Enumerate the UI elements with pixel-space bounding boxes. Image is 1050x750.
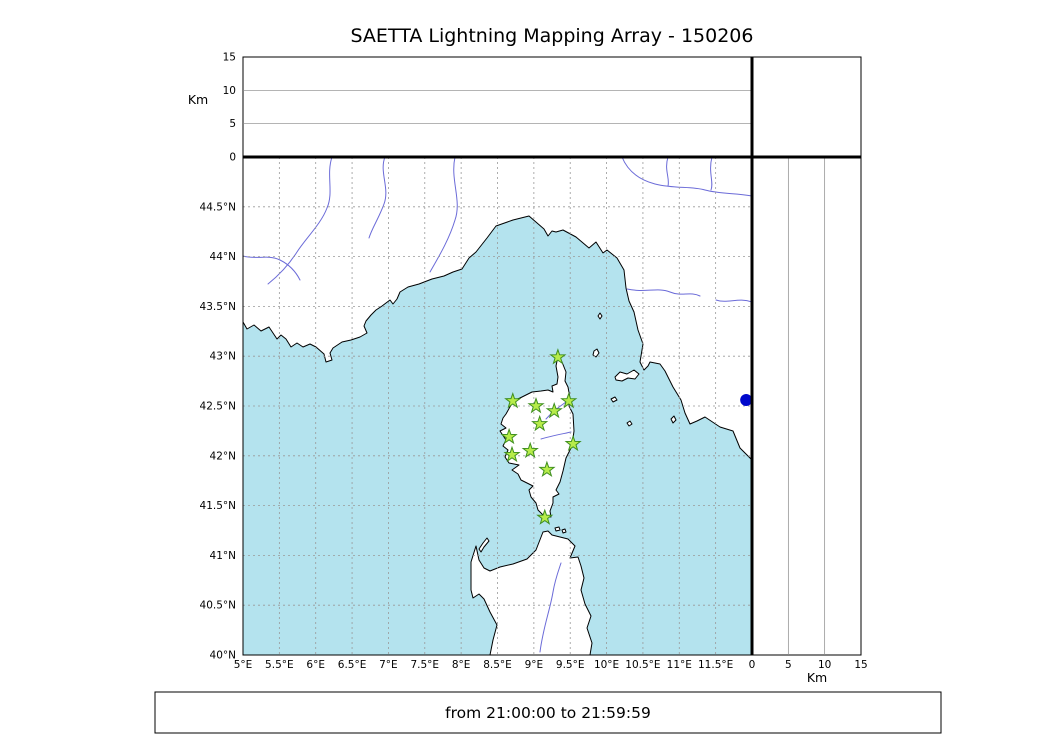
altitude-latitude-panel xyxy=(751,156,862,656)
river-po xyxy=(621,157,752,197)
lat-tick-label: 40°N xyxy=(210,650,236,662)
station-marker xyxy=(564,434,582,452)
station-marker xyxy=(560,391,578,409)
time-range-text: from 21:00:00 to 21:59:59 xyxy=(445,704,651,722)
lon-tick-label: 9°E xyxy=(525,659,544,671)
lat-tick-label: 41°N xyxy=(210,550,236,562)
river-durance xyxy=(267,157,333,285)
alt-tick-label-right: 15 xyxy=(854,659,867,671)
maddalena-island xyxy=(554,526,561,532)
top-panel-gridlines xyxy=(243,89,752,125)
station-marker xyxy=(503,445,521,463)
lat-tick-label: 43.5°N xyxy=(200,301,236,313)
lon-tick-label: 6°E xyxy=(306,659,325,671)
lat-tick-label: 40.5°N xyxy=(200,600,236,612)
station-marker xyxy=(531,414,549,432)
montecristo-island xyxy=(626,420,633,427)
station-marker xyxy=(536,508,554,525)
river-rhone-branch xyxy=(243,255,301,281)
altitude-longitude-panel xyxy=(242,56,753,158)
river-tiber-upper xyxy=(715,299,752,303)
altitude-unit-label-right: Km xyxy=(807,670,827,685)
time-range-box xyxy=(154,691,942,734)
lon-tick-label: 8°E xyxy=(452,659,471,671)
lon-tick-label: 10°E xyxy=(594,659,619,671)
station-marker xyxy=(549,348,567,365)
lon-tick-label: 7.5°E xyxy=(410,659,439,671)
capraia-island xyxy=(592,348,600,358)
lat-tick-label: 41.5°N xyxy=(200,500,236,512)
station-marker xyxy=(538,460,556,478)
map-content xyxy=(243,157,752,655)
alt-tick-label-top: 15 xyxy=(223,52,236,64)
alt-tick-label-top: 5 xyxy=(229,118,236,130)
sardinia-coastline xyxy=(470,530,593,655)
lat-tick-label: 44°N xyxy=(210,251,236,263)
lat-tick-label: 42.5°N xyxy=(200,401,236,413)
lat-tick-label: 42°N xyxy=(210,450,236,462)
page-title: SAETTA Lightning Mapping Array - 150206 xyxy=(351,25,754,47)
station-marker xyxy=(527,396,545,414)
lon-tick-label: 7°E xyxy=(379,659,398,671)
station-marker xyxy=(500,427,518,445)
alt-tick-label-top: 10 xyxy=(223,85,236,97)
gorgona-island xyxy=(597,312,603,320)
lon-tick-label: 10.5°E xyxy=(625,659,660,671)
alt-tick-label-right: 5 xyxy=(785,659,792,671)
source-point xyxy=(740,394,752,407)
alt-tick-label-right: 0 xyxy=(749,659,756,671)
map-gridlines xyxy=(243,157,752,655)
data-points xyxy=(740,394,752,407)
lon-tick-label: 11°E xyxy=(667,659,692,671)
station-markers xyxy=(500,348,582,525)
elba-island xyxy=(614,369,640,382)
lon-tick-label: 11.5°E xyxy=(698,659,733,671)
lon-tick-label: 8.5°E xyxy=(483,659,512,671)
station-marker xyxy=(504,391,522,409)
giglio-island xyxy=(670,415,677,424)
pianosa-island xyxy=(610,396,618,403)
alt-tick-label-top: 0 xyxy=(229,152,236,164)
station-marker xyxy=(545,401,563,419)
alt-tick-label-right: 10 xyxy=(818,659,831,671)
river-po-tributary-1 xyxy=(666,157,669,187)
river-var xyxy=(429,157,458,273)
river-verdon xyxy=(368,157,387,239)
caprera-island xyxy=(561,528,567,534)
lon-tick-label: 5°E xyxy=(234,659,253,671)
station-marker xyxy=(521,441,539,459)
altitude-unit-label-top: Km xyxy=(188,92,208,107)
river-tirso xyxy=(539,562,562,653)
right-panel-gridlines xyxy=(787,157,826,655)
lat-tick-label: 43°N xyxy=(210,351,236,363)
river-tavignano xyxy=(540,431,572,440)
river-arno xyxy=(626,288,701,297)
lat-tick-label: 44.5°N xyxy=(200,201,236,213)
altitude-histogram-panel xyxy=(751,56,862,158)
lon-tick-label: 5.5°E xyxy=(265,659,294,671)
lon-tick-label: 6.5°E xyxy=(338,659,367,671)
river-po-tributary-2 xyxy=(710,157,713,191)
lon-tick-label: 9.5°E xyxy=(556,659,585,671)
asinara-island xyxy=(478,537,490,553)
axis-tick-labels: 5°E 5.5°E 6°E 6.5°E 7°E 7.5°E 8°E 8.5°E 9°E 9.5°E… xyxy=(200,52,868,672)
